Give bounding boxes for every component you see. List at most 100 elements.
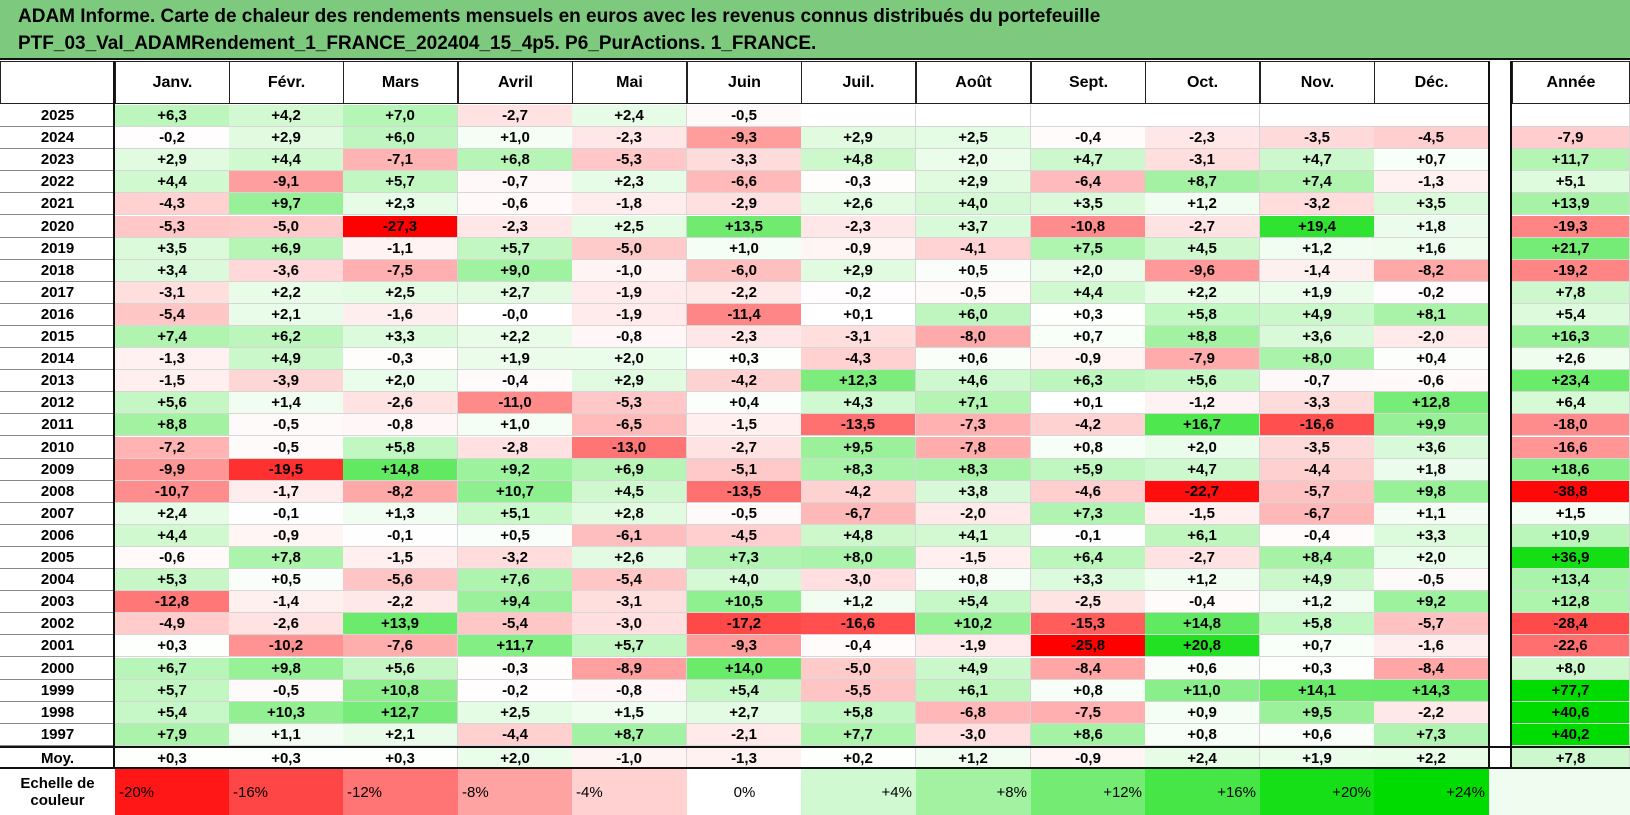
heatmap-cell: +7,4 (1260, 171, 1375, 194)
heatmap-cell: -6,6 (687, 171, 802, 194)
row-year-label: 2016 (0, 303, 115, 326)
scale-divider (0, 767, 1630, 769)
heatmap-cell: -3,3 (687, 149, 802, 172)
year-total-cell: +8,0 (1512, 657, 1630, 680)
heatmap-cell: -0,6 (115, 547, 230, 569)
row-year-label: 2015 (0, 326, 115, 348)
heatmap-cell: +5,6 (343, 657, 458, 680)
row-year-label: 2007 (0, 502, 115, 525)
heatmap-cell: -4,9 (115, 613, 230, 636)
heatmap-cell: +7,5 (1031, 237, 1146, 260)
heatmap-cell: -0,7 (458, 171, 573, 194)
heatmap-cell: +4,7 (1260, 149, 1375, 172)
heatmap-cell: +9,7 (229, 193, 344, 216)
row-year-label: 1998 (0, 701, 115, 724)
year-total-cell: +36,9 (1512, 547, 1630, 569)
average-cell: +2,4 (1145, 747, 1260, 770)
heatmap-cell: -0,2 (801, 281, 916, 304)
heatmap-cell: +2,9 (916, 171, 1031, 194)
scale-swatch: +4% (801, 769, 916, 815)
heatmap-cell: +5,4 (115, 701, 230, 724)
heatmap-cell: +7,6 (458, 569, 573, 592)
heatmap-cell: +14,8 (1145, 613, 1260, 636)
scale-trailing (1489, 769, 1630, 815)
heatmap-cell: -2,7 (458, 105, 573, 127)
column-header: Janv. (115, 61, 230, 104)
heatmap-cell: -10,2 (229, 635, 344, 658)
scale-label-line-1: Echelle de (20, 775, 95, 792)
heatmap-cell: +5,6 (115, 392, 230, 415)
heatmap-cell: +5,8 (1145, 303, 1260, 326)
heatmap-cell: -1,3 (115, 348, 230, 371)
heatmap-cell: +4,4 (229, 149, 344, 172)
heatmap-cell: -7,8 (916, 436, 1031, 459)
heatmap-cell: +6,1 (1145, 524, 1260, 547)
heatmap-cell: +1,0 (687, 237, 802, 260)
scale-swatch: -16% (229, 769, 344, 815)
heatmap-cell: -1,8 (572, 193, 687, 216)
heatmap-cell: -0,1 (343, 524, 458, 547)
heatmap-cell: -3,1 (1145, 149, 1260, 172)
row-year-label: 2013 (0, 370, 115, 393)
row-year-label: 2002 (0, 613, 115, 636)
row-year-label: 2003 (0, 591, 115, 614)
heatmap-cell: -4,2 (1031, 414, 1146, 437)
heatmap-cell: -6,8 (916, 701, 1031, 724)
table-border-line (1488, 61, 1490, 768)
row-year-label: 2011 (0, 414, 115, 437)
heatmap-cell: +5,7 (115, 679, 230, 702)
heatmap-cell: +1,2 (1260, 591, 1375, 614)
heatmap-cell: +2,7 (458, 281, 573, 304)
scale-swatch: 0% (687, 769, 802, 815)
heatmap-cell: -1,9 (916, 635, 1031, 658)
heatmap-cell: +9,5 (801, 436, 916, 459)
heatmap-cell: +5,7 (458, 237, 573, 260)
heatmap-cell: +0,6 (1145, 657, 1260, 680)
heatmap-cell: +4,8 (801, 149, 916, 172)
heatmap-cell: +7,4 (115, 326, 230, 348)
heatmap-cell: -2,3 (687, 326, 802, 348)
column-header: Oct. (1145, 61, 1260, 104)
heatmap-cell: +2,5 (916, 127, 1031, 150)
heatmap-cell: +2,9 (801, 259, 916, 282)
heatmap-cell: -1,6 (343, 303, 458, 326)
heatmap-cell: +0,9 (1145, 701, 1260, 724)
year-total-cell: -28,4 (1512, 613, 1630, 636)
heatmap-cell: -1,5 (343, 547, 458, 569)
heatmap-cell: -0,8 (572, 679, 687, 702)
heatmap-cell: -1,9 (572, 303, 687, 326)
heatmap-cell: -0,2 (1374, 281, 1489, 304)
heatmap-cell: -0,9 (229, 524, 344, 547)
heatmap-cell: +0,6 (916, 348, 1031, 371)
heatmap-cell: -0,3 (343, 348, 458, 371)
heatmap-cell: -5,4 (572, 569, 687, 592)
heatmap-cell: +9,5 (1260, 701, 1375, 724)
year-total-cell: -19,2 (1512, 259, 1630, 282)
heatmap-cell: +2,0 (1031, 259, 1146, 282)
heatmap-cell: +4,3 (801, 392, 916, 415)
heatmap-cell: +7,7 (801, 723, 916, 746)
heatmap-cell: +0,7 (1260, 635, 1375, 658)
heatmap-cell: +0,6 (1260, 723, 1375, 746)
heatmap-cell: -0,4 (458, 370, 573, 393)
heatmap-cell: -8,4 (1031, 657, 1146, 680)
heatmap-cell: +14,3 (1374, 679, 1489, 702)
heatmap-cell: -3,0 (801, 569, 916, 592)
heatmap-cell: -4,2 (687, 370, 802, 393)
heatmap-cell: +2,0 (1145, 436, 1260, 459)
column-header: Nov. (1260, 61, 1375, 104)
column-header: Févr. (229, 61, 344, 104)
heatmap-cell: -1,6 (1374, 635, 1489, 658)
heatmap-cell: +6,0 (916, 303, 1031, 326)
year-total-cell (1512, 105, 1630, 127)
heatmap-cell: -5,5 (801, 679, 916, 702)
heatmap-cell: -2,3 (572, 127, 687, 150)
heatmap-cell: -10,8 (1031, 215, 1146, 238)
heatmap-cell: -5,4 (458, 613, 573, 636)
heatmap-cell: -0,4 (801, 635, 916, 658)
heatmap-cell: -7,2 (115, 436, 230, 459)
heatmap-cell: +2,1 (343, 723, 458, 746)
heatmap-cell: -7,5 (343, 259, 458, 282)
heatmap-cell: +3,3 (343, 326, 458, 348)
heatmap-cell: -13,5 (801, 414, 916, 437)
